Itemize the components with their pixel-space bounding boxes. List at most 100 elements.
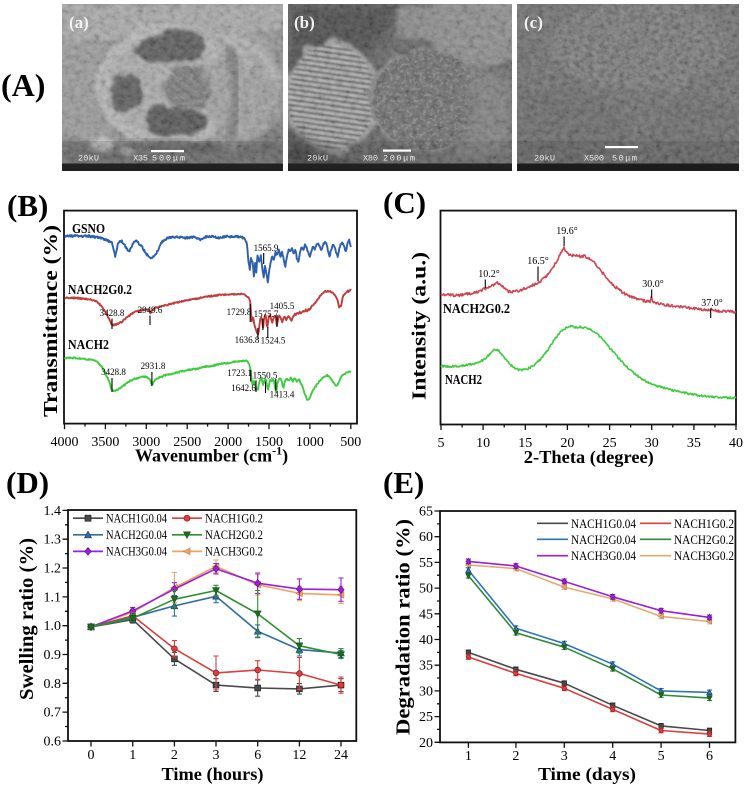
svg-text:55: 55 (419, 556, 433, 571)
svg-text:10.2°: 10.2° (478, 269, 500, 280)
svg-text:3428.8: 3428.8 (101, 367, 126, 377)
svg-text:X500: X500 (584, 154, 604, 164)
svg-text:0.6: 0.6 (44, 735, 62, 750)
svg-text:35: 35 (687, 436, 701, 451)
svg-text:6: 6 (254, 748, 261, 763)
svg-text:1.4: 1.4 (44, 504, 62, 519)
svg-text:5: 5 (658, 749, 665, 764)
svg-text:1413.4: 1413.4 (270, 390, 295, 400)
svg-text:1524.5: 1524.5 (261, 336, 286, 346)
svg-text:2: 2 (171, 748, 178, 763)
svg-text:(a): (a) (69, 13, 89, 32)
svg-text:NACH2G0.04: NACH2G0.04 (571, 532, 636, 547)
svg-text:NACH1G0.2: NACH1G0.2 (674, 516, 734, 531)
svg-text:60: 60 (419, 530, 433, 545)
svg-text:1575.7: 1575.7 (254, 309, 279, 319)
svg-text:0.9: 0.9 (44, 648, 62, 663)
svg-text:4: 4 (609, 749, 616, 764)
svg-text:50μm: 50μm (612, 154, 637, 164)
svg-text:65: 65 (419, 505, 433, 520)
svg-text:NACH2G0.2: NACH2G0.2 (68, 282, 132, 297)
svg-text:200μm: 200μm (383, 154, 415, 164)
svg-text:4000: 4000 (51, 435, 79, 450)
svg-text:NACH3G0.04: NACH3G0.04 (571, 548, 636, 563)
svg-text:20kU: 20kU (307, 154, 328, 164)
svg-text:1: 1 (465, 749, 472, 764)
svg-text:Time (days): Time (days) (538, 764, 636, 785)
svg-text:NACH3G0.2: NACH3G0.2 (205, 545, 263, 559)
svg-text:1565.9: 1565.9 (254, 243, 279, 253)
svg-text:20kU: 20kU (534, 154, 555, 164)
svg-text:Swelling ratio (%): Swelling ratio (%) (16, 538, 38, 700)
svg-text:2931.8: 2931.8 (141, 361, 166, 371)
svg-text:15: 15 (518, 436, 532, 451)
svg-text:1.3: 1.3 (44, 533, 62, 548)
svg-text:NACH1G0.04: NACH1G0.04 (571, 516, 636, 531)
svg-text:1: 1 (129, 748, 136, 763)
svg-text:X35: X35 (133, 154, 148, 164)
svg-text:40: 40 (729, 436, 743, 451)
svg-text:3000: 3000 (132, 435, 160, 450)
svg-text:20kU: 20kU (78, 154, 99, 164)
svg-text:2949.6: 2949.6 (138, 305, 163, 315)
svg-text:(A): (A) (1, 67, 45, 103)
svg-text:500: 500 (340, 435, 361, 450)
svg-text:24: 24 (334, 748, 348, 763)
svg-text:6: 6 (706, 749, 713, 764)
svg-text:1405.5: 1405.5 (270, 301, 295, 311)
svg-text:Time (hours): Time (hours) (162, 764, 264, 785)
svg-text:NACH3G0.04: NACH3G0.04 (106, 545, 168, 559)
svg-text:1.0: 1.0 (44, 619, 62, 634)
svg-text:30: 30 (419, 684, 433, 699)
svg-text:1.2: 1.2 (44, 562, 62, 577)
svg-text:1000: 1000 (296, 435, 324, 450)
svg-text:NACH1G0.2: NACH1G0.2 (205, 512, 263, 526)
svg-text:NACH3G0.2: NACH3G0.2 (674, 548, 734, 563)
svg-text:500μm: 500μm (152, 154, 185, 164)
svg-text:2-Theta (degree): 2-Theta (degree) (524, 447, 654, 468)
svg-text:(B): (B) (7, 188, 48, 223)
svg-text:0.8: 0.8 (44, 677, 62, 692)
svg-text:Degradation ratio (%): Degradation ratio (%) (393, 519, 415, 735)
svg-text:37.0°: 37.0° (701, 298, 723, 309)
svg-text:40: 40 (419, 633, 433, 648)
svg-text:NACH2G0.2: NACH2G0.2 (443, 301, 510, 316)
svg-text:45: 45 (419, 607, 433, 622)
svg-text:Transmittance (%): Transmittance (%) (40, 225, 62, 417)
svg-text:1550.5: 1550.5 (253, 371, 278, 381)
svg-text:3500: 3500 (91, 435, 119, 450)
svg-text:1.1: 1.1 (44, 590, 62, 605)
svg-text:5: 5 (438, 436, 445, 451)
svg-text:(b): (b) (294, 13, 315, 32)
svg-text:3: 3 (213, 748, 220, 763)
svg-text:NACH2G0.04: NACH2G0.04 (106, 528, 168, 542)
svg-text:0: 0 (88, 748, 95, 763)
svg-text:16.5°: 16.5° (527, 256, 549, 267)
svg-text:20: 20 (560, 436, 574, 451)
svg-text:10: 10 (476, 436, 490, 451)
svg-text:(c): (c) (524, 13, 543, 32)
svg-text:2000: 2000 (214, 435, 242, 450)
svg-text:25: 25 (603, 436, 617, 451)
svg-text:Intensity (a.u.): Intensity (a.u.) (409, 252, 431, 400)
svg-text:20: 20 (419, 736, 433, 751)
svg-text:(E): (E) (383, 465, 424, 500)
svg-text:2: 2 (512, 749, 519, 764)
svg-text:1642.6: 1642.6 (231, 383, 256, 393)
svg-text:30.0°: 30.0° (642, 279, 664, 290)
svg-text:19.6°: 19.6° (556, 226, 578, 237)
svg-text:NACH2G0.2: NACH2G0.2 (674, 532, 734, 547)
svg-text:(C): (C) (383, 185, 426, 220)
svg-text:NACH1G0.04: NACH1G0.04 (106, 512, 168, 526)
svg-text:1500: 1500 (255, 435, 283, 450)
svg-text:NACH2: NACH2 (445, 372, 482, 387)
svg-text:50: 50 (419, 582, 433, 597)
svg-text:1723.1: 1723.1 (227, 368, 252, 378)
svg-text:GSNO: GSNO (72, 221, 105, 236)
svg-text:0.7: 0.7 (44, 706, 62, 721)
svg-text:35: 35 (419, 659, 433, 674)
svg-text:12: 12 (292, 748, 306, 763)
svg-text:1729.8: 1729.8 (227, 307, 252, 317)
svg-text:30: 30 (645, 436, 659, 451)
svg-text:1636.8: 1636.8 (235, 335, 260, 345)
